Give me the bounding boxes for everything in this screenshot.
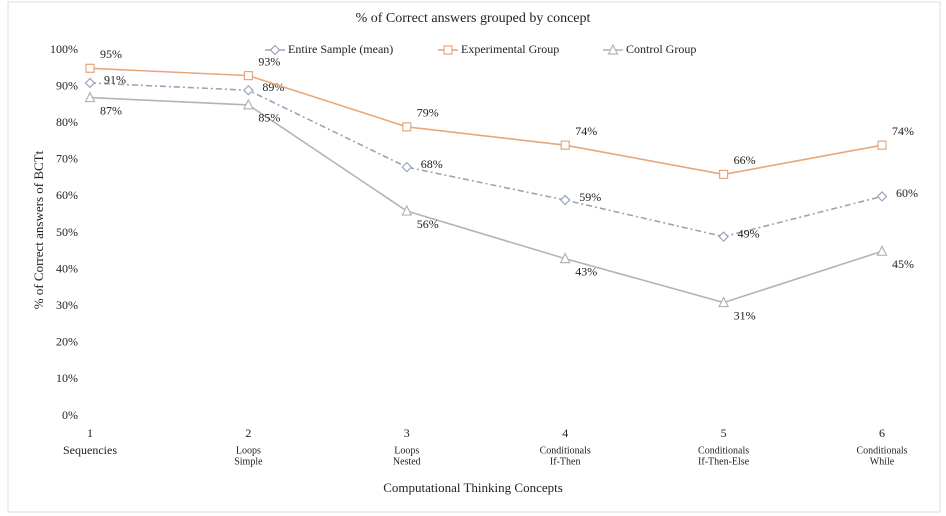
- data-label: 45%: [892, 257, 914, 271]
- marker: [84, 77, 96, 89]
- y-tick-label: 50%: [56, 225, 78, 239]
- marker: [876, 244, 888, 256]
- data-label: 60%: [896, 186, 918, 200]
- data-label: 93%: [258, 54, 280, 68]
- marker: [718, 231, 729, 243]
- data-label: 68%: [421, 157, 443, 171]
- data-label: 89%: [262, 80, 284, 94]
- marker: [876, 191, 888, 202]
- marker: [718, 296, 730, 308]
- data-label: 74%: [575, 124, 597, 138]
- data-label: 49%: [738, 226, 760, 240]
- marker: [877, 140, 887, 150]
- marker: [242, 98, 254, 110]
- x-axis-label: Computational Thinking Concepts: [383, 480, 563, 495]
- legend-label: Experimental Group: [461, 42, 559, 56]
- x-tick-sublabel: Conditionals: [698, 445, 749, 456]
- x-tick-sublabel: If-Then: [550, 456, 581, 467]
- chart-title: % of Correct answers grouped by concept: [356, 11, 591, 26]
- x-tick-label: 4: [562, 426, 568, 440]
- data-label: 95%: [100, 47, 122, 61]
- marker: [718, 169, 729, 180]
- marker: [243, 71, 253, 81]
- y-axis-label: % of Correct answers of BCTt: [31, 150, 46, 309]
- y-tick-label: 20%: [56, 335, 78, 349]
- y-tick-label: 70%: [56, 152, 78, 166]
- marker: [559, 194, 571, 206]
- y-tick-label: 100%: [50, 42, 78, 56]
- x-tick-sublabel: Conditionals: [856, 445, 907, 456]
- data-label: 31%: [734, 308, 756, 322]
- data-label: 87%: [100, 103, 122, 117]
- x-tick-label: 1: [87, 426, 93, 440]
- y-tick-label: 0%: [62, 408, 78, 422]
- x-tick-sublabel: Loops: [236, 445, 261, 456]
- y-tick-label: 80%: [56, 115, 78, 129]
- data-label: 66%: [734, 153, 756, 167]
- legend-marker: [607, 43, 619, 55]
- marker: [84, 91, 96, 103]
- x-tick-sublabel: Conditionals: [540, 445, 591, 456]
- data-label: 85%: [258, 111, 280, 125]
- series-line: [89, 96, 883, 304]
- data-label: 74%: [892, 124, 914, 138]
- x-tick-sublabel: Loops: [394, 445, 419, 456]
- legend-marker: [269, 44, 281, 56]
- x-tick-label: 2: [245, 426, 251, 440]
- y-tick-label: 10%: [56, 371, 78, 385]
- data-label: 79%: [417, 106, 439, 120]
- legend-marker: [443, 45, 453, 55]
- x-tick-label: 5: [721, 426, 727, 440]
- data-label: 59%: [579, 190, 601, 204]
- data-label: 56%: [417, 217, 439, 231]
- x-tick-sublabel: Simple: [234, 456, 263, 467]
- y-tick-label: 40%: [56, 261, 78, 275]
- legend-label: Entire Sample (mean): [288, 42, 393, 56]
- series-line: [89, 82, 883, 238]
- x-tick-sublabel: Sequencies: [63, 443, 117, 457]
- x-tick-sublabel: Nested: [393, 456, 421, 467]
- marker: [559, 252, 571, 264]
- legend-label: Control Group: [626, 42, 696, 56]
- marker: [560, 140, 570, 150]
- y-tick-label: 30%: [56, 298, 78, 312]
- marker: [85, 63, 95, 73]
- x-tick-sublabel: If-Then-Else: [698, 456, 750, 467]
- x-tick-sublabel: While: [870, 456, 895, 467]
- data-label: 43%: [575, 264, 597, 278]
- marker: [243, 84, 254, 96]
- chart-frame: [7, 1, 941, 513]
- y-tick-label: 90%: [56, 78, 78, 92]
- x-tick-label: 3: [404, 426, 410, 440]
- series-line: [89, 67, 883, 176]
- data-label: 91%: [104, 73, 126, 87]
- marker: [401, 204, 413, 216]
- marker: [401, 161, 413, 173]
- x-tick-label: 6: [879, 426, 885, 440]
- marker: [402, 122, 412, 132]
- y-tick-label: 60%: [56, 188, 78, 202]
